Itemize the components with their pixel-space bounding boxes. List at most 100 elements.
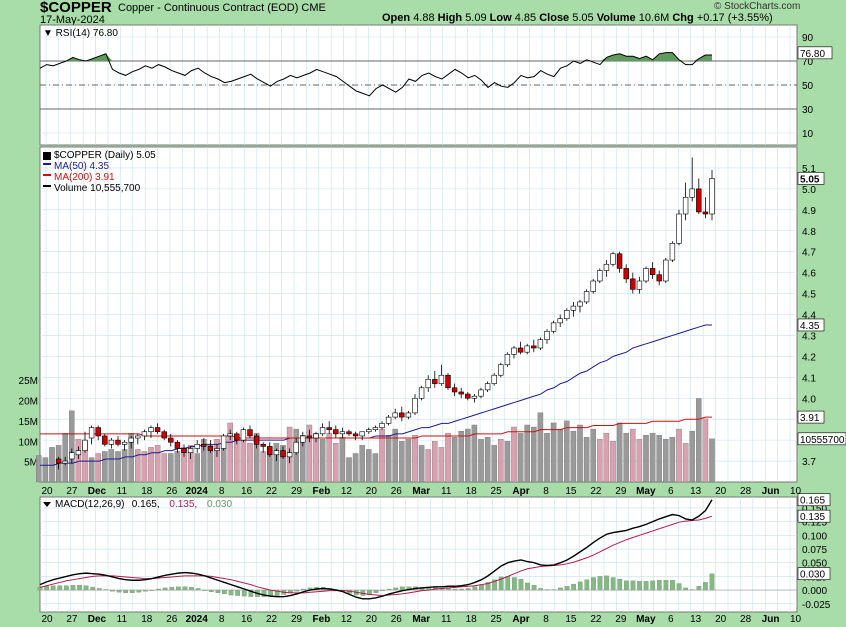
rsi-tick-label: 50: [802, 81, 814, 92]
macd-histogram-bar: [577, 581, 583, 591]
x-tick-label: 12: [341, 614, 353, 625]
macd-histogram-bar: [663, 580, 669, 591]
candle-body: [630, 278, 636, 290]
macd-panel: [39, 496, 798, 613]
candle-body: [135, 435, 141, 439]
x-tick-label: 22: [266, 486, 278, 497]
macd-histogram-bar: [670, 580, 675, 591]
volume-bar: [115, 451, 121, 483]
candle-body: [676, 213, 682, 244]
macd-histogram-bar: [518, 578, 524, 591]
candle-body: [366, 429, 372, 433]
x-tick-label: 26: [391, 614, 403, 625]
candle-body: [154, 427, 161, 433]
macd-histogram-bar: [558, 587, 563, 591]
chg-label: Chg: [672, 12, 694, 24]
x-tick-label: 6: [668, 486, 674, 497]
candle-body: [148, 427, 154, 433]
candle-body: [201, 444, 207, 447]
rsi-tick-label: 30: [802, 105, 814, 116]
macd-histogram-bar: [604, 575, 609, 591]
macd-histogram-bar: [235, 589, 240, 596]
rsi-overbought-fill: [66, 52, 712, 61]
price-tick-label: 4.8: [802, 227, 816, 238]
x-tick-label: 25: [491, 486, 503, 497]
volume-bar: [293, 428, 299, 483]
volume-bar: [366, 449, 372, 483]
price-tick-label: 4.3: [802, 331, 816, 342]
volume-bar: [676, 428, 682, 483]
volume-last-value: 10555700: [800, 435, 845, 446]
x-tick-label: 20: [715, 486, 727, 497]
volume-bar: [194, 453, 200, 483]
volume-bar: [102, 451, 108, 483]
x-tick-label: 11: [441, 486, 452, 497]
volume-bar: [346, 457, 352, 483]
candle-body: [194, 444, 200, 449]
volume-bar: [696, 398, 702, 483]
volume-bar: [148, 447, 154, 483]
macd-last-box: [797, 509, 831, 523]
candle-body: [557, 318, 563, 324]
candle-body: [82, 439, 88, 451]
rsi-last-box: [797, 46, 833, 60]
x-tick-label: 13: [690, 614, 702, 625]
rsi-line: [39, 52, 712, 97]
x-tick-label: 28: [740, 614, 752, 625]
macd-histogram-bar: [116, 589, 122, 593]
candle-body: [108, 439, 115, 445]
macd-histogram-bar: [709, 573, 715, 591]
volume-bar: [537, 412, 544, 483]
volume-bar: [603, 432, 610, 483]
volume-bar: [319, 439, 326, 483]
macd-histogram-bar: [162, 587, 168, 591]
macd-legend-item: 0.030: [207, 499, 232, 510]
candle-body: [623, 268, 629, 280]
volume-bar: [669, 437, 676, 483]
x-tick-label: 18: [141, 614, 153, 625]
volume-bar: [214, 439, 220, 483]
volume-bar: [663, 439, 669, 483]
macd-histogram-bar: [703, 582, 708, 591]
macd-histogram-bar: [617, 578, 623, 591]
macd-tick-label: -0.025: [802, 600, 831, 611]
candle-body: [247, 429, 253, 437]
macd-histogram-bar: [215, 589, 221, 593]
price-legend-swatch: [43, 163, 51, 165]
price-legend-item: $COPPER (Daily) 5.05: [54, 150, 156, 161]
volume-bar: [656, 434, 662, 483]
volume-bar: [643, 434, 649, 483]
volume-bar: [577, 424, 583, 483]
x-tick-label: 27: [66, 486, 78, 497]
x-tick-label: 13: [690, 486, 702, 497]
price-tick-label: 4.2: [802, 352, 816, 363]
candle-body: [141, 431, 148, 437]
candle-body: [121, 441, 128, 445]
ma50-last-value: 4.35: [800, 321, 820, 332]
volume-bar: [478, 439, 484, 483]
volume-bar: [108, 449, 115, 483]
candle-body: [498, 364, 504, 376]
macd-histogram-bar: [531, 585, 537, 591]
macd-tick-label: 0.125: [802, 518, 827, 529]
volume-bar: [583, 437, 590, 483]
volume-bar: [445, 432, 451, 483]
x-tick-label: 16: [241, 486, 253, 497]
x-tick-label: 8: [219, 614, 225, 625]
candle-body: [564, 310, 570, 319]
volume-bar: [379, 428, 385, 483]
x-tick-label: 28: [740, 486, 752, 497]
candle-body: [161, 431, 167, 439]
ma50-last-box: [797, 318, 825, 332]
volume-bar: [273, 443, 280, 483]
macd-histogram-bar: [136, 589, 142, 593]
price-legend-swatch: [43, 185, 51, 187]
candle-body: [669, 243, 676, 261]
volume-bar: [154, 445, 161, 483]
volume-bar: [372, 453, 379, 483]
macd-legend-item: MACD(12,26,9): [55, 499, 124, 510]
chart-date: 17-May-2024: [40, 14, 105, 26]
x-tick-label: 18: [466, 614, 478, 625]
price-legend-item: MA(50) 4.35: [54, 161, 109, 172]
